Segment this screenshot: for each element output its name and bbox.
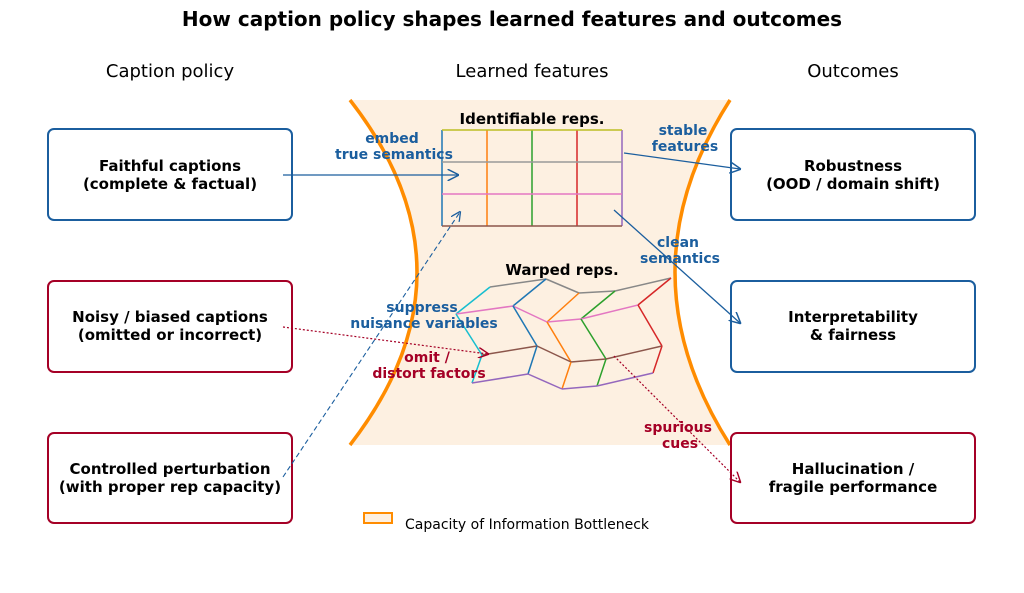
warped-reps-label: Warped reps. xyxy=(505,261,618,279)
label-suppress-1: suppress xyxy=(386,300,457,316)
bottleneck-fill xyxy=(350,100,730,445)
warped-grid-line xyxy=(580,304,639,320)
warped-grid-line xyxy=(546,318,582,323)
warped-grid-line xyxy=(652,345,663,374)
warped-grid-line xyxy=(527,373,563,390)
label-spurious-2: cues xyxy=(662,436,698,452)
warped-grid-line xyxy=(637,277,672,306)
identifiable-reps-label: Identifiable reps. xyxy=(460,110,605,128)
warped-grid-line xyxy=(471,373,529,384)
arrow-stable xyxy=(623,152,740,169)
box-line: Noisy / biased captions xyxy=(72,308,268,326)
arrow-omit xyxy=(282,326,488,354)
box-hallucination: Hallucination / fragile performance xyxy=(730,432,976,524)
warped-grid-line xyxy=(455,305,514,315)
box-robustness: Robustness (OOD / domain shift) xyxy=(730,128,976,221)
label-omit-1: omit / xyxy=(404,350,451,366)
warped-grid-line xyxy=(545,278,580,294)
box-line: Faithful captions xyxy=(99,157,241,175)
arrow-suppress xyxy=(282,212,460,478)
warped-grid-line xyxy=(527,345,538,375)
label-suppress-2: nuisance variables xyxy=(350,316,498,332)
warped-grid-line xyxy=(580,318,607,360)
box-line: (complete & factual) xyxy=(83,175,257,193)
warped-grid-line xyxy=(471,354,483,384)
box-line: (with proper rep capacity) xyxy=(59,478,281,496)
label-clean-2: semantics xyxy=(640,251,720,267)
warped-grid-line xyxy=(546,321,572,363)
warped-grid-line xyxy=(512,278,547,307)
box-line: fragile performance xyxy=(769,478,938,496)
column-header-learned-features: Learned features xyxy=(456,61,609,82)
label-spurious-1: spurious xyxy=(644,420,712,436)
bottleneck-left-curve xyxy=(348,98,419,447)
warped-grid-line xyxy=(512,305,548,323)
warped-grid-line xyxy=(561,361,572,390)
arrow-spurious xyxy=(613,355,740,482)
box-line: Interpretability xyxy=(788,308,918,326)
warped-grid-line xyxy=(561,385,598,390)
diagram-title: How caption policy shapes learned featur… xyxy=(182,7,842,31)
box-line: Controlled perturbation xyxy=(70,460,271,478)
label-embed-2: true semantics xyxy=(335,147,453,163)
box-line: & fairness xyxy=(810,326,896,344)
box-line: (OOD / domain shift) xyxy=(766,175,940,193)
box-interpretability: Interpretability & fairness xyxy=(730,280,976,373)
label-embed-1: embed xyxy=(365,131,419,147)
box-line: (omitted or incorrect) xyxy=(78,326,262,344)
column-header-outcomes: Outcomes xyxy=(807,61,899,82)
warped-grid-line xyxy=(580,290,616,320)
warped-grid-line xyxy=(455,286,491,315)
warped-grid-line xyxy=(637,304,663,347)
warped-grid-line xyxy=(536,345,572,363)
arrow-clean xyxy=(613,209,740,323)
box-controlled-perturbation: Controlled perturbation (with proper rep… xyxy=(47,432,293,524)
warped-grid-line xyxy=(481,345,538,356)
column-header-caption-policy: Caption policy xyxy=(106,61,235,82)
warped-grid xyxy=(455,277,672,390)
label-clean-1: clean xyxy=(657,235,699,251)
warped-grid-line xyxy=(578,290,616,294)
warped-grid-line xyxy=(489,278,547,288)
label-omit-2: distort factors xyxy=(372,366,485,382)
label-stable-1: stable xyxy=(659,123,708,139)
box-line: Robustness xyxy=(804,157,902,175)
legend-label: Capacity of Information Bottleneck xyxy=(405,517,650,533)
identifiable-grid xyxy=(441,129,623,227)
warped-grid-line xyxy=(546,292,580,323)
label-stable-2: features xyxy=(652,139,718,155)
box-line: Hallucination / xyxy=(792,460,915,478)
bottleneck-right-curve xyxy=(673,99,732,446)
warped-grid-line xyxy=(596,372,654,387)
warped-grid-line xyxy=(570,358,607,363)
box-noisy-captions: Noisy / biased captions (omitted or inco… xyxy=(47,280,293,373)
warped-grid-line xyxy=(614,277,672,292)
legend-swatch xyxy=(363,512,393,524)
warped-grid-line xyxy=(596,358,607,387)
warped-grid-line xyxy=(512,305,538,347)
box-faithful-captions: Faithful captions (complete & factual) xyxy=(47,128,293,221)
